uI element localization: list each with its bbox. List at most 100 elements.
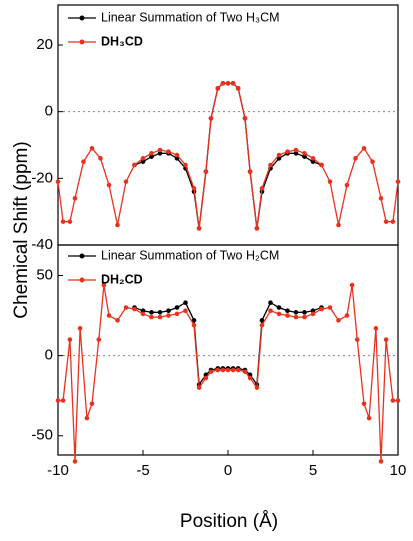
data-point (230, 81, 236, 86)
data-point (81, 159, 86, 164)
series-line (134, 82, 322, 229)
y-tick-label: -40 (31, 236, 53, 253)
y-tick-label: 0 (45, 347, 53, 364)
data-point (254, 385, 260, 390)
data-point (268, 162, 273, 168)
data-point (157, 147, 163, 153)
data-point (353, 156, 358, 161)
data-point (310, 156, 316, 161)
data-point (242, 116, 248, 121)
data-point (106, 313, 112, 318)
data-point (55, 179, 61, 184)
y-tick-label: 0 (45, 103, 53, 120)
data-point (354, 337, 360, 342)
data-point (319, 162, 324, 168)
legend-marker (79, 277, 85, 283)
legend-marker (79, 39, 85, 45)
x-tick-label: 5 (309, 462, 317, 479)
data-point (67, 219, 73, 224)
data-point (157, 151, 163, 156)
data-point (149, 310, 154, 315)
data-point (293, 147, 299, 153)
data-point (98, 156, 103, 161)
data-point (183, 308, 188, 314)
data-point (259, 186, 265, 191)
data-point (60, 219, 66, 224)
data-point (115, 318, 120, 323)
data-point (235, 367, 241, 373)
data-point (72, 459, 78, 464)
legend-label: Linear Summation of Two H₂CM (101, 248, 279, 262)
data-point (132, 306, 137, 312)
data-point (276, 152, 282, 158)
legend-label: DH₂CD (101, 272, 143, 286)
data-point (268, 300, 273, 306)
data-point (191, 318, 197, 323)
data-point (60, 398, 66, 403)
data-point (302, 310, 307, 315)
data-point (259, 318, 265, 323)
data-point (132, 162, 137, 168)
data-point (196, 385, 202, 390)
data-point (235, 86, 241, 91)
series-line (57, 82, 399, 229)
legend-marker (79, 15, 85, 21)
data-point (149, 154, 154, 159)
y-tick-label: -50 (31, 427, 53, 444)
data-point (225, 367, 231, 373)
data-point (55, 398, 61, 403)
data-point (349, 282, 355, 288)
data-point (123, 305, 129, 310)
data-point (123, 179, 129, 184)
series-line (58, 284, 398, 462)
data-point (276, 311, 282, 317)
data-point (101, 282, 107, 288)
data-point (72, 196, 78, 201)
data-point (378, 196, 384, 201)
data-point (225, 81, 231, 86)
data-point (383, 337, 389, 342)
data-point (366, 415, 372, 421)
data-point (254, 226, 260, 231)
y-axis-label: Chemical Shift (ppm) (11, 141, 32, 318)
data-point (183, 162, 188, 168)
data-point (166, 313, 171, 318)
data-point (67, 337, 73, 342)
data-point (77, 326, 83, 331)
data-point (293, 310, 299, 315)
legend-marker (79, 253, 85, 259)
data-point (215, 367, 221, 373)
y-tick-label: 20 (36, 36, 53, 53)
data-point (149, 314, 154, 320)
y-tick-label: -20 (31, 169, 53, 186)
data-point (344, 313, 350, 318)
data-point (310, 159, 316, 164)
x-tick-label: -5 (136, 462, 149, 479)
data-point (183, 300, 188, 306)
data-point (140, 156, 146, 161)
x-axis-label: Position (Å) (180, 511, 278, 532)
data-point (285, 313, 290, 318)
data-point (302, 151, 307, 156)
data-point (285, 308, 290, 314)
data-point (378, 459, 384, 464)
data-point (285, 149, 290, 154)
data-point (390, 219, 396, 224)
data-point (196, 226, 202, 231)
data-point (157, 314, 163, 320)
data-point (174, 305, 180, 310)
data-point (149, 151, 154, 156)
data-point (390, 398, 396, 403)
data-point (140, 308, 146, 314)
x-tick-label: -10 (47, 462, 69, 479)
data-point (383, 219, 389, 224)
data-point (174, 311, 180, 317)
data-point (174, 152, 180, 158)
data-point (84, 415, 90, 421)
x-tick-label: 0 (224, 462, 232, 479)
data-point (220, 367, 226, 373)
y-tick-label: 50 (36, 266, 53, 283)
data-point (208, 116, 214, 121)
data-point (344, 182, 350, 188)
